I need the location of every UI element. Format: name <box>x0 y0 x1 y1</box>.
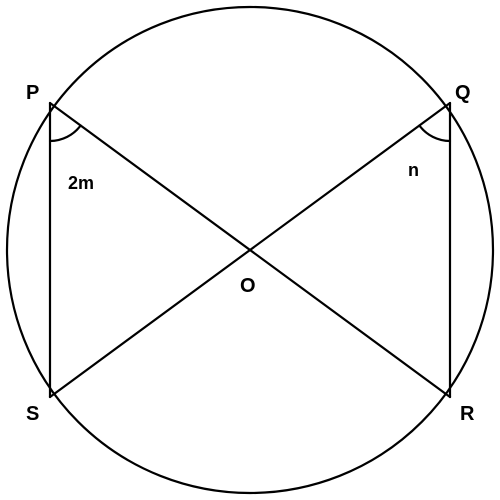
point-label-q: Q <box>455 82 471 104</box>
angle-label-q: n <box>408 160 419 180</box>
point-label-p: P <box>26 82 39 104</box>
point-label-s: S <box>26 403 39 425</box>
chord-qs <box>48 101 452 399</box>
angle-arc-q <box>418 124 452 143</box>
angle-arc-p <box>48 124 82 143</box>
point-label-o: O <box>240 275 256 297</box>
circle <box>5 5 495 495</box>
point-label-r: R <box>460 403 475 425</box>
angle-label-p: 2m <box>68 173 94 193</box>
